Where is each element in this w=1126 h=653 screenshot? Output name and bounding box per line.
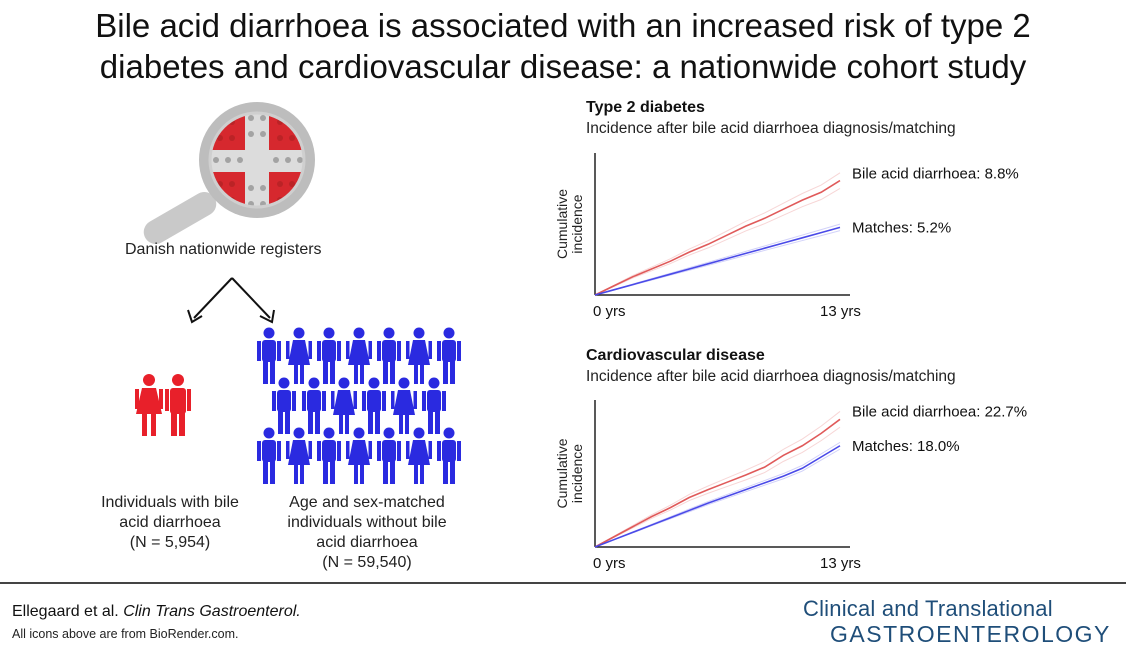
man-icon <box>377 427 401 484</box>
chart2-subtitle: Incidence after bile acid diarrhoea diag… <box>586 368 956 385</box>
woman-icon <box>406 327 432 384</box>
matched-group-people-icon <box>257 327 461 484</box>
citation: Ellegaard et al. Clin Trans Gastroentero… <box>12 603 301 621</box>
series-label-bile-acid: Bile acid diarrhoea: 22.7% <box>852 403 1027 420</box>
series-line-matches <box>594 445 841 548</box>
man-icon <box>257 427 281 484</box>
woman-icon <box>286 427 312 484</box>
chart2-title: Cardiovascular disease <box>586 347 765 364</box>
woman-icon <box>406 427 432 484</box>
series-label-bile-acid: Bile acid diarrhoea: 8.8% <box>852 166 1019 183</box>
journal-logo-line1: Clinical and Translational <box>803 596 1053 621</box>
chart1-subtitle: Incidence after bile acid diarrhoea diag… <box>586 120 956 137</box>
series-label-matches: Matches: 18.0% <box>852 438 960 455</box>
group2-line1: Age and sex-matched <box>289 494 445 511</box>
man-icon <box>437 427 461 484</box>
bile-acid-group-people-icon <box>135 374 191 436</box>
footer-divider <box>0 582 1126 584</box>
figure-title-line2: diabetes and cardiovascular disease: a n… <box>99 48 1027 85</box>
woman-icon <box>331 377 357 434</box>
journal-logo-line2: GASTROENTEROLOGY <box>830 621 1111 647</box>
confidence-band-lower <box>594 187 841 296</box>
chart2-cardiovascular: Cumulativeincidence 0 yrs 13 yrs Bile acid … <box>554 400 1027 572</box>
branch-arrows <box>187 277 275 324</box>
woman-icon <box>391 377 417 434</box>
man-icon <box>272 377 296 434</box>
x-tick-label-start: 0 yrs <box>593 303 626 320</box>
man-icon <box>317 427 341 484</box>
matched-group-label: Age and sex-matched individuals without … <box>262 493 472 573</box>
confidence-band-upper <box>594 411 841 548</box>
magnifier-denmark-icon <box>143 102 315 244</box>
man-icon <box>437 327 461 384</box>
bile-acid-group-label: Individuals with bile acid diarrhoea (N … <box>75 493 265 553</box>
y-axis-label: Cumulativeincidence <box>554 189 585 259</box>
figure-title-line1: Bile acid diarrhoea is associated with a… <box>95 7 1031 44</box>
man-icon <box>317 327 341 384</box>
series-label-matches: Matches: 5.2% <box>852 219 951 236</box>
y-axis-label: Cumulativeincidence <box>554 438 585 508</box>
group1-line2: acid diarrhoea <box>119 514 221 531</box>
x-tick-label-end: 13 yrs <box>820 555 861 572</box>
group1-line1: Individuals with bile <box>101 494 239 511</box>
x-tick-label-start: 0 yrs <box>593 555 626 572</box>
group2-line2: individuals without bile <box>287 514 447 531</box>
man-icon <box>257 327 281 384</box>
series-line-matches <box>594 226 841 296</box>
man-icon <box>422 377 446 434</box>
chart1-type2-diabetes: Cumulativeincidence 0 yrs 13 yrs Bile acid … <box>554 153 1019 320</box>
man-icon <box>302 377 326 434</box>
x-tick-label-end: 13 yrs <box>820 303 861 320</box>
chart1-title: Type 2 diabetes <box>586 99 705 116</box>
group1-line3: (N = 5,954) <box>129 534 211 551</box>
confidence-band-upper <box>594 172 841 296</box>
confidence-band-lower <box>594 426 841 548</box>
series-line-bile-acid <box>594 418 841 548</box>
group2-line4: (N = 59,540) <box>322 554 412 571</box>
citation-journal: Clin Trans Gastroenterol. <box>123 603 301 620</box>
group2-line3: acid diarrhoea <box>316 534 418 551</box>
confidence-band-upper <box>594 441 841 548</box>
citation-authors: Ellegaard et al. <box>12 603 119 620</box>
man-icon <box>377 327 401 384</box>
woman-icon <box>286 327 312 384</box>
woman-icon <box>346 327 372 384</box>
man-icon <box>362 377 386 434</box>
woman-icon <box>346 427 372 484</box>
series-line-bile-acid <box>594 179 841 296</box>
icon-credit: All icons above are from BioRender.com. <box>12 627 239 641</box>
registers-label: Danish nationwide registers <box>125 241 322 258</box>
